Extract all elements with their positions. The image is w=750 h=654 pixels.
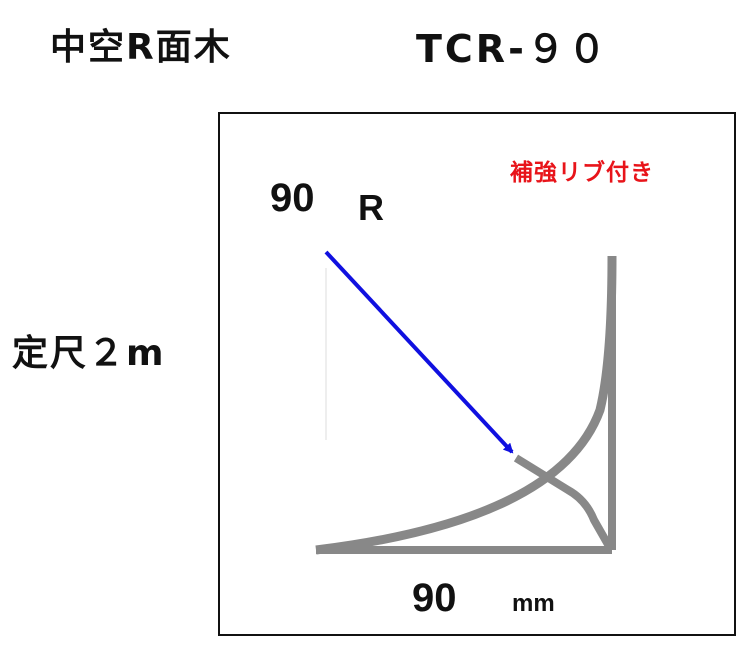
length-label: 定尺２m bbox=[12, 333, 166, 374]
molding-profile bbox=[315, 255, 617, 555]
drawing-frame bbox=[218, 112, 736, 636]
radius-symbol: R bbox=[358, 187, 384, 228]
model-number: TCR-９０ bbox=[416, 27, 609, 71]
width-value: 90 bbox=[412, 576, 457, 620]
reinforcing-rib bbox=[513, 454, 614, 550]
radius-value: 90 bbox=[270, 176, 315, 220]
radius-arrow bbox=[324, 250, 514, 454]
reinforcing-rib-note: 補強リブ付き bbox=[510, 160, 654, 186]
product-title: 中空R面木 bbox=[50, 27, 232, 68]
width-unit: mm bbox=[512, 590, 555, 617]
